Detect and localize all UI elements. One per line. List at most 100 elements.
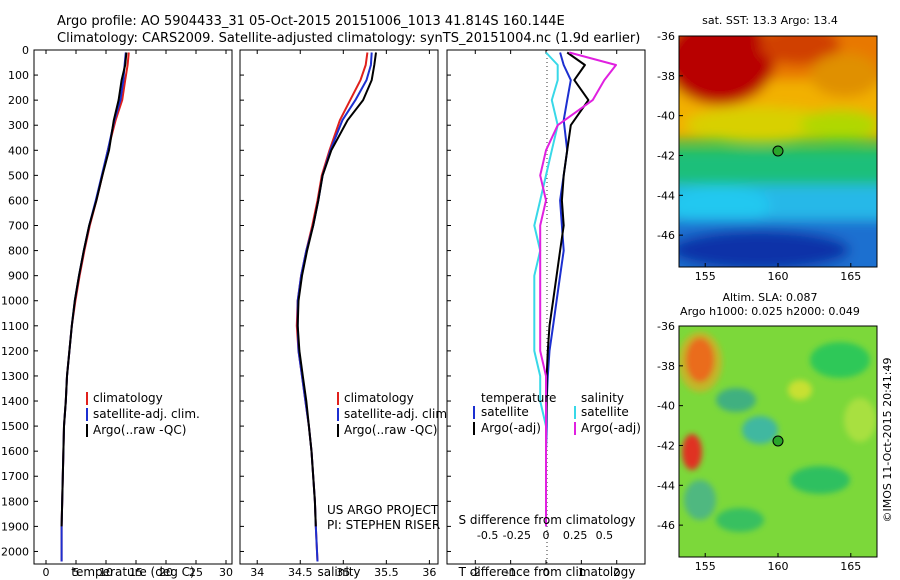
map-y-tick-label: -46	[657, 519, 675, 532]
legend-diff-argo-sal: Argo(-adj)	[581, 421, 641, 435]
depth-tick-label: 500	[8, 169, 29, 182]
map-y-tick-label: -38	[657, 360, 675, 373]
x-tick-label-2: 0.25	[563, 529, 588, 542]
series-line-argo-adj-	[539, 51, 617, 527]
x-tick-label: 5	[73, 566, 80, 579]
depth-tick-label: 0	[22, 44, 29, 57]
x-tick-label: 0	[543, 566, 550, 579]
x-tick-label: 30	[219, 566, 233, 579]
legend-sal-argo: Argo(..raw -QC)	[344, 423, 437, 437]
map-y-tick-label: -44	[657, 189, 675, 202]
watermark: ©IMOS 11-Oct-2015 20:41:49	[881, 357, 894, 522]
temperature-axes	[33, 49, 233, 565]
difference-legend: temperature salinity satellite Argo(-adj…	[473, 391, 641, 435]
x-tick-label: 0	[43, 566, 50, 579]
header-line-2: Climatology: CARS2009. Satellite-adjuste…	[57, 31, 640, 46]
depth-ticks: 0 100 200 300 400 500 600 700 800 900 1000 1100 1200…	[1, 44, 38, 558]
map-x-tick-label: 155	[695, 270, 716, 283]
depth-tick-label: 1500	[1, 420, 29, 433]
difference-xlabel: T difference from climatology	[458, 565, 636, 579]
salinity-panel: 34 34.5 35 35.5 36 salinity climatology sate…	[239, 49, 451, 579]
legend-sal-climatology: climatology	[344, 391, 414, 405]
sst-argo-marker	[772, 145, 784, 157]
x-tick-label: 1	[578, 566, 585, 579]
depth-tick-label: 1300	[1, 370, 29, 383]
temperature-panel: 0100200300400500600700800900100011001200…	[1, 44, 233, 579]
map-x-tick-label: 165	[840, 560, 861, 573]
depth-tick-label: 700	[8, 220, 29, 233]
depth-tick-label: 1800	[1, 495, 29, 508]
temperature-lines	[60, 52, 130, 562]
map-y-tick-label: -38	[657, 70, 675, 83]
map-y-tick-label: -42	[657, 149, 675, 162]
legend-temp-satellite: satellite-adj. clim.	[93, 407, 200, 421]
x-tick-label-2: 0	[543, 529, 550, 542]
x-tick-label: 34.5	[288, 566, 313, 579]
depth-tick-label: 400	[8, 144, 29, 157]
difference-xlabel-2: S difference from climatology	[459, 513, 636, 527]
difference-lines	[533, 51, 617, 527]
x-tick-label: -1	[505, 566, 516, 579]
depth-tick-label: 1000	[1, 295, 29, 308]
x-tick-label: 36	[422, 566, 436, 579]
map-y-tick-label: -36	[657, 320, 675, 333]
x-tick-label-2: 0.5	[596, 529, 614, 542]
map-y-tick-label: -40	[657, 400, 675, 413]
temperature-xlabel: temperature (deg C)	[71, 565, 194, 579]
temperature-ticks: 0 5 10 15 20 25 30	[43, 50, 233, 579]
map-y-tick-label: -40	[657, 110, 675, 123]
temperature-legend: climatology satellite-adj. clim. Argo(..…	[86, 391, 200, 437]
map-x-tick-label: 160	[768, 560, 789, 573]
x-tick-label: 2	[613, 566, 620, 579]
x-tick-label-2: -0.25	[503, 529, 531, 542]
map-x-tick-label: 160	[768, 270, 789, 283]
header-line-1: Argo profile: AO 5904433_31 05-Oct-2015 …	[57, 14, 565, 29]
legend-diff-sal-title: salinity	[581, 391, 624, 405]
x-tick-label: 25	[189, 566, 203, 579]
map-y-tick-label: -36	[657, 30, 675, 43]
depth-tick-label: 2000	[1, 545, 29, 558]
depth-tick-label: 900	[8, 270, 29, 283]
sla-map-ticks: 155 160 165 -36 -38 -40 -42 -44 -46	[657, 320, 861, 573]
x-tick-label: 34	[250, 566, 264, 579]
depth-tick-label: 1400	[1, 395, 29, 408]
legend-sal-satellite: satellite-adj. clim.	[344, 407, 451, 421]
depth-tick-label: 1600	[1, 445, 29, 458]
legend-diff-temp-title: temperature	[481, 391, 556, 405]
depth-tick-label: 1900	[1, 520, 29, 533]
depth-tick-label: 600	[8, 194, 29, 207]
x-tick-label: -2	[470, 566, 481, 579]
map-y-tick-label: -46	[657, 229, 675, 242]
x-tick-label: 35	[336, 566, 350, 579]
project-line-2: PI: STEPHEN RISER	[327, 518, 440, 532]
salinity-ticks: 34 34.5 35 35.5 36	[240, 49, 436, 579]
difference-panel: -2 -1 0 1 2 -0.5 -0.25 0 0.25 0.5 T difference fr…	[446, 49, 646, 579]
difference-ticks: -2 -1 0 1 2 -0.5 -0.25 0 0.25 0.5	[447, 49, 620, 579]
depth-tick-label: 1700	[1, 470, 29, 483]
legend-temp-argo: Argo(..raw -QC)	[93, 423, 186, 437]
sst-map-ticks: 155 160 165 -36 -38 -40 -42 -44 -46	[657, 30, 861, 283]
legend-temp-climatology: climatology	[93, 391, 163, 405]
salinity-xlabel: salinity	[317, 565, 360, 579]
sla-map: Altim. SLA: 0.087 Argo h1000: 0.025 h200…	[657, 291, 878, 573]
sla-map-title-2: Argo h1000: 0.025 h2000: 0.049	[680, 305, 860, 318]
depth-tick-label: 300	[8, 119, 29, 132]
salinity-lines	[295, 52, 377, 562]
map-x-tick-label: 165	[840, 270, 861, 283]
map-y-tick-label: -44	[657, 479, 675, 492]
map-y-tick-label: -42	[657, 439, 675, 452]
x-tick-label-2: -0.5	[477, 529, 498, 542]
series-line-argo-raw-qc-	[60, 52, 128, 527]
depth-tick-label: 800	[8, 245, 29, 258]
series-line-argo-raw-qc-	[296, 52, 377, 527]
salinity-legend: climatology satellite-adj. clim. Argo(..…	[337, 391, 451, 437]
depth-tick-label: 200	[8, 94, 29, 107]
x-tick-label: 10	[99, 566, 113, 579]
depth-tick-label: 1100	[1, 320, 29, 333]
sla-map-title-1: Altim. SLA: 0.087	[722, 291, 817, 304]
x-tick-label: 20	[159, 566, 173, 579]
project-line-1: US ARGO PROJECT	[327, 503, 439, 517]
legend-diff-sat-sal: satellite	[581, 405, 629, 419]
sla-argo-marker	[772, 435, 784, 447]
